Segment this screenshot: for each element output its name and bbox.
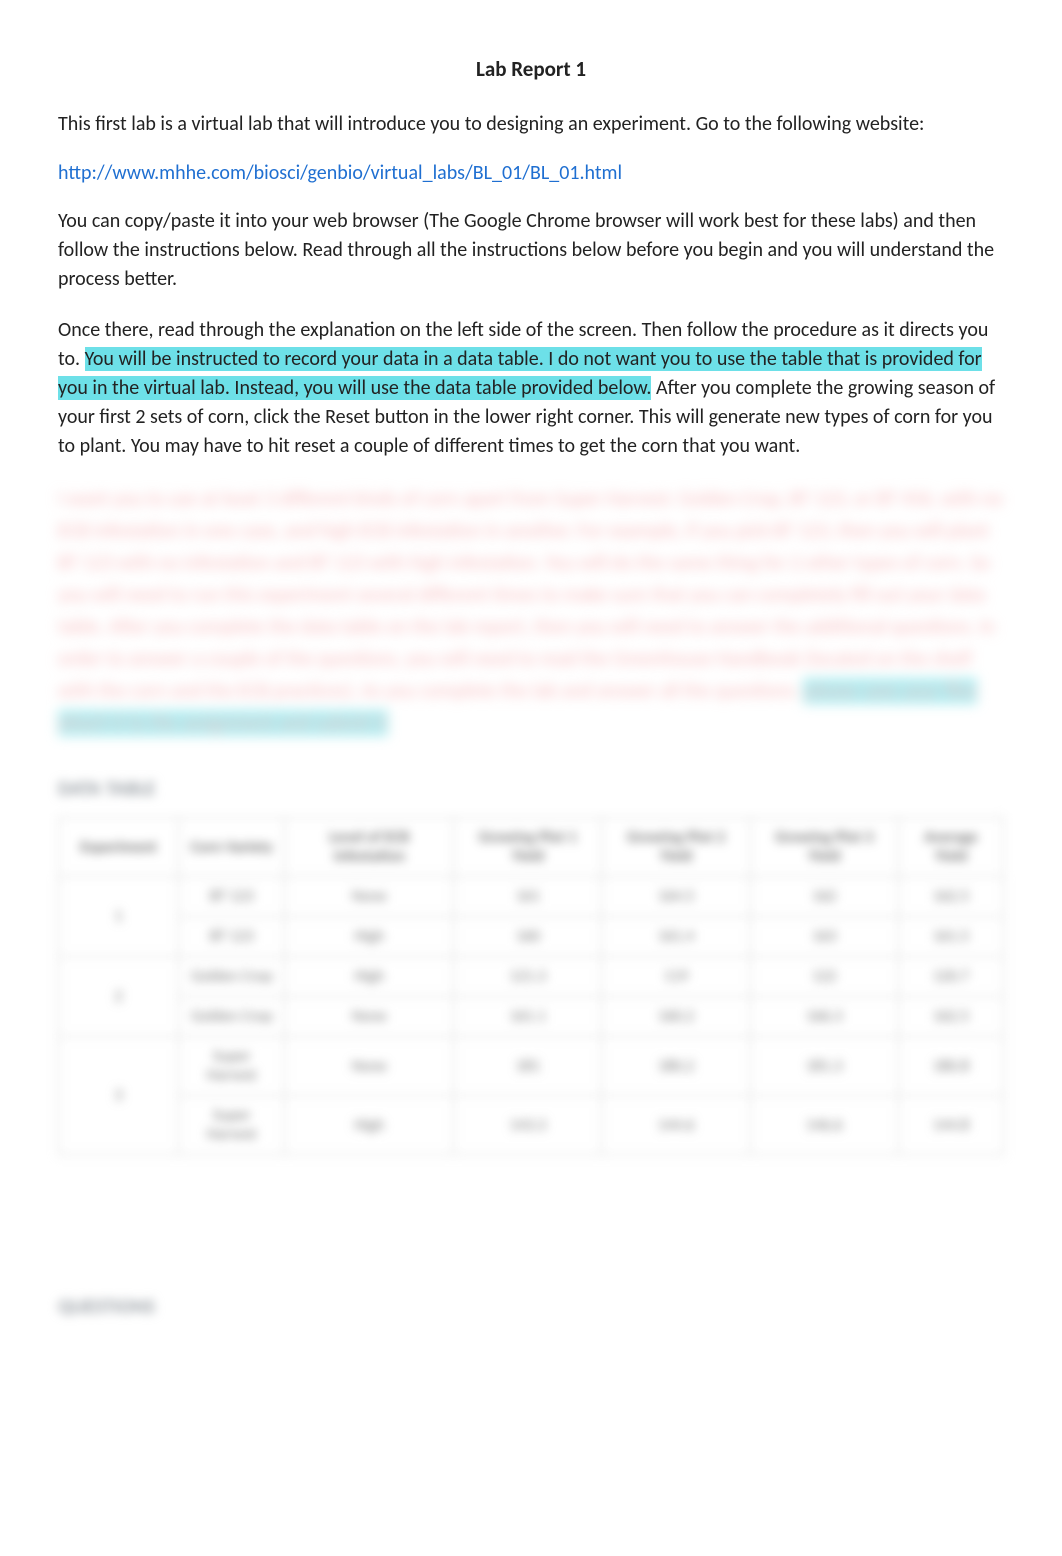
cell: Super Harvest	[179, 1037, 285, 1096]
cell: 161.5	[898, 917, 1003, 957]
cell: 120.7	[898, 957, 1003, 997]
table-row: Super Harvest High 143.3 144.6 146.6 144…	[59, 1096, 1004, 1155]
cell: 160	[454, 917, 602, 957]
cell: None	[285, 997, 454, 1037]
blurred-body: I want you to use at least 3 different k…	[58, 487, 1003, 703]
cell-exp: 1	[59, 877, 179, 957]
cell: 119	[602, 957, 750, 997]
th-plot2: Growing Plot 2 Yield	[602, 818, 750, 877]
th-plot3: Growing Plot 3 Yield	[750, 818, 898, 877]
cell: 162.5	[898, 997, 1003, 1037]
cell: 181.3	[750, 1037, 898, 1096]
cell: 161.1	[454, 997, 602, 1037]
table-body: 1 BT 123 None 161 164.5 162 162.5 BT 123…	[59, 877, 1004, 1155]
cell: 144.8	[898, 1096, 1003, 1155]
cell: Golden Crop	[179, 997, 285, 1037]
data-table-heading: DATA TABLE	[58, 777, 1004, 801]
page-container: Lab Report 1 This first lab is a virtual…	[0, 0, 1062, 1556]
questions-heading: QUESTIONS	[58, 1295, 1004, 1319]
cell: None	[285, 877, 454, 917]
cell: Super Harvest	[179, 1096, 285, 1155]
cell: 161	[454, 877, 602, 917]
table-row: Golden Crop None 161.1 160.2 166.3 162.5	[59, 997, 1004, 1037]
blurred-instructions-text: I want you to use at least 3 different k…	[58, 483, 1004, 739]
cell: 181	[454, 1037, 602, 1096]
lab-link[interactable]: http://www.mhhe.com/biosci/genbio/virtua…	[58, 161, 622, 185]
cell: 161.4	[602, 917, 750, 957]
cell: High	[285, 917, 454, 957]
th-average: Average Yield	[898, 818, 1003, 877]
th-plot1: Growing Plot 1 Yield	[454, 818, 602, 877]
cell-exp: 3	[59, 1037, 179, 1155]
cell: 180.2	[602, 1037, 750, 1096]
cell: 166.3	[750, 997, 898, 1037]
cell: 143.3	[454, 1096, 602, 1155]
th-variety: Corn Variety	[179, 818, 285, 877]
th-infestation: Level of ECB Infestation	[285, 818, 454, 877]
cell: 122	[750, 957, 898, 997]
blurred-instructions-block: I want you to use at least 3 different k…	[58, 483, 1004, 739]
cell: BT 123	[179, 917, 285, 957]
cell: High	[285, 957, 454, 997]
cell: 163	[750, 917, 898, 957]
table-row: BT 123 High 160 161.4 163 161.5	[59, 917, 1004, 957]
cell: 164.5	[602, 877, 750, 917]
instructions-para-2: Once there, read through the explanation…	[58, 316, 1004, 461]
cell: 121.3	[454, 957, 602, 997]
cell-exp: 2	[59, 957, 179, 1037]
table-head: Experiment Corn Variety Level of ECB Inf…	[59, 818, 1004, 877]
cell: 160.2	[602, 997, 750, 1037]
cell: 162	[750, 877, 898, 917]
data-table-wrapper: Experiment Corn Variety Level of ECB Inf…	[58, 817, 1004, 1155]
intro-paragraph: This first lab is a virtual lab that wil…	[58, 110, 1004, 139]
cell: 162.5	[898, 877, 1003, 917]
table-row: 1 BT 123 None 161 164.5 162 162.5	[59, 877, 1004, 917]
cell: Golden Crop	[179, 957, 285, 997]
cell: 146.6	[750, 1096, 898, 1155]
page-title: Lab Report 1	[58, 56, 1004, 82]
cell: None	[285, 1037, 454, 1096]
th-experiment: Experiment	[59, 818, 179, 877]
cell: High	[285, 1096, 454, 1155]
cell: 144.6	[602, 1096, 750, 1155]
table-row: 3 Super Harvest None 181 180.2 181.3 180…	[59, 1037, 1004, 1096]
data-table: Experiment Corn Variety Level of ECB Inf…	[58, 817, 1004, 1155]
instructions-para-1: You can copy/paste it into your web brow…	[58, 207, 1004, 294]
cell: BT 123	[179, 877, 285, 917]
table-header-row: Experiment Corn Variety Level of ECB Inf…	[59, 818, 1004, 877]
table-row: 2 Golden Crop High 121.3 119 122 120.7	[59, 957, 1004, 997]
cell: 180.8	[898, 1037, 1003, 1096]
